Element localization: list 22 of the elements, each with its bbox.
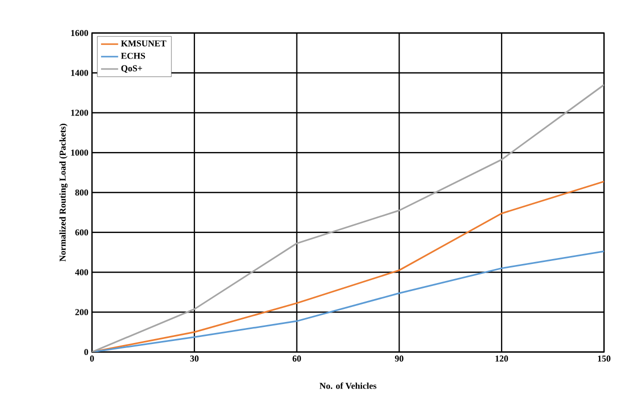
- y-tick-label: 800: [75, 189, 88, 196]
- y-tick-label: 200: [75, 309, 88, 316]
- y-tick-label: 1400: [71, 70, 88, 76]
- y-tick-label: 1000: [71, 150, 88, 156]
- legend-label: QoS+: [121, 65, 142, 73]
- x-tick-label: 90: [394, 356, 404, 362]
- x-tick-label: 150: [598, 356, 610, 362]
- legend-label: ECHS: [121, 52, 146, 59]
- y-tick-label: 0: [84, 348, 88, 356]
- y-tick-label: 600: [75, 229, 88, 236]
- x-axis-title: No. of Vehicles: [320, 382, 376, 389]
- y-tick-label: 400: [75, 269, 88, 276]
- legend-label: KMSUNET: [121, 40, 166, 46]
- x-tick-label: 60: [292, 356, 301, 362]
- y-axis-title: Normalized Routing Load (Packets): [59, 124, 68, 262]
- x-tick-label: 120: [496, 356, 508, 362]
- y-tick-label: 1600: [71, 30, 88, 36]
- line-series: [92, 250, 604, 352]
- y-tick-label: 1200: [71, 110, 88, 116]
- x-tick-label: 0: [90, 356, 94, 362]
- x-tick-label: 30: [190, 356, 199, 362]
- line-series: [92, 84, 604, 352]
